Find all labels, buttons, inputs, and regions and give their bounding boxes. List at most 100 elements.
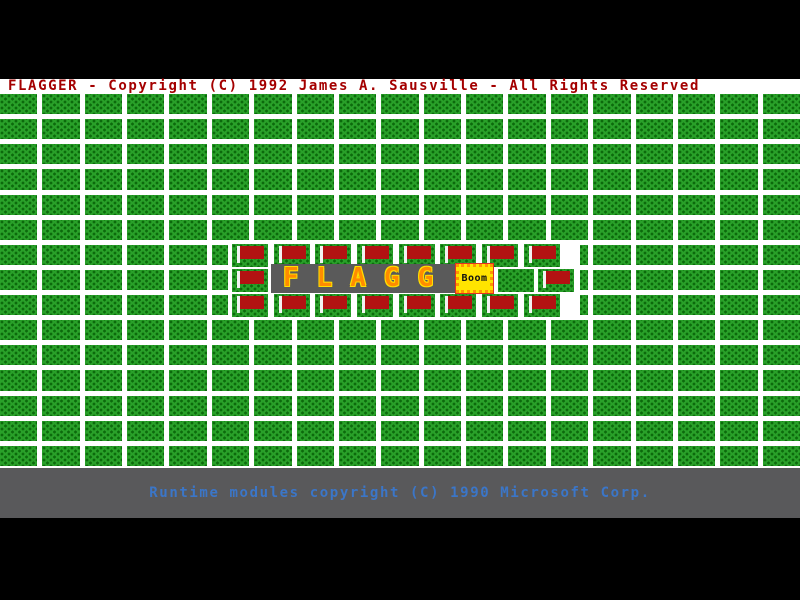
grid-tile[interactable]: [211, 395, 250, 416]
grid-tile[interactable]: [127, 295, 165, 316]
flagged-tile[interactable]: [274, 294, 310, 317]
grid-tile[interactable]: [593, 194, 631, 215]
grid-tile[interactable]: [338, 420, 377, 441]
grid-tile[interactable]: [42, 395, 80, 416]
grid-tile[interactable]: [423, 169, 462, 190]
grid-tile[interactable]: [508, 144, 546, 165]
grid-tile[interactable]: [635, 345, 673, 366]
grid-tile[interactable]: [508, 169, 546, 190]
grid-tile[interactable]: [466, 445, 504, 466]
grid-tile[interactable]: [720, 169, 758, 190]
grid-tile[interactable]: [550, 395, 589, 416]
grid-tile[interactable]: [296, 219, 334, 240]
grid-tile[interactable]: [127, 144, 165, 165]
grid-tile[interactable]: [296, 370, 334, 391]
grid-tile[interactable]: [169, 295, 207, 316]
grid-tile[interactable]: [338, 219, 377, 240]
grid-tile[interactable]: [508, 420, 546, 441]
grid-tile[interactable]: [677, 420, 716, 441]
grid-tile[interactable]: [762, 94, 800, 115]
grid-tile[interactable]: [127, 219, 165, 240]
grid-tile[interactable]: [338, 445, 377, 466]
grid-tile[interactable]: [42, 370, 80, 391]
grid-tile[interactable]: [550, 169, 589, 190]
grid-tile[interactable]: [423, 94, 462, 115]
grid-tile[interactable]: [42, 219, 80, 240]
grid-tile[interactable]: [169, 119, 207, 140]
grid-tile[interactable]: [677, 219, 716, 240]
grid-tile[interactable]: [677, 144, 716, 165]
grid-tile[interactable]: [593, 395, 631, 416]
grid-tile[interactable]: [762, 370, 800, 391]
grid-tile[interactable]: [466, 119, 504, 140]
grid-tile[interactable]: [635, 320, 673, 341]
grid-tile[interactable]: [338, 169, 377, 190]
grid-tile[interactable]: [254, 119, 292, 140]
grid-tile[interactable]: [762, 295, 800, 316]
grid-tile[interactable]: [127, 119, 165, 140]
grid-tile[interactable]: [677, 169, 716, 190]
grid-tile[interactable]: [296, 144, 334, 165]
grid-tile[interactable]: [0, 445, 38, 466]
grid-tile[interactable]: [254, 420, 292, 441]
grid-tile[interactable]: [42, 169, 80, 190]
grid-tile[interactable]: [169, 169, 207, 190]
grid-tile[interactable]: [211, 420, 250, 441]
flagged-tile[interactable]: [399, 294, 435, 317]
grid-tile[interactable]: [381, 194, 419, 215]
grid-tile[interactable]: [381, 119, 419, 140]
grid-tile[interactable]: [550, 420, 589, 441]
grid-tile[interactable]: [593, 295, 631, 316]
grid-tile[interactable]: [211, 320, 250, 341]
grid-tile[interactable]: [381, 169, 419, 190]
grid-tile[interactable]: [254, 395, 292, 416]
grid-tile[interactable]: [550, 370, 589, 391]
grid-tile[interactable]: [42, 445, 80, 466]
grid-tile[interactable]: [84, 119, 123, 140]
grid-tile[interactable]: [762, 345, 800, 366]
grid-tile[interactable]: [169, 144, 207, 165]
grid-tile[interactable]: [466, 370, 504, 391]
grid-tile[interactable]: [0, 395, 38, 416]
grid-tile[interactable]: [720, 244, 758, 265]
grid-tile[interactable]: [762, 320, 800, 341]
grid-tile[interactable]: [169, 194, 207, 215]
flagged-tile[interactable]: [232, 294, 268, 317]
grid-tile[interactable]: [720, 395, 758, 416]
grid-tile[interactable]: [169, 94, 207, 115]
grid-tile[interactable]: [296, 395, 334, 416]
grid-tile[interactable]: [211, 119, 250, 140]
grid-tile[interactable]: [550, 119, 589, 140]
grid-tile[interactable]: [593, 244, 631, 265]
grid-tile[interactable]: [677, 395, 716, 416]
grid-tile[interactable]: [0, 420, 38, 441]
grid-tile[interactable]: [677, 269, 716, 291]
grid-tile[interactable]: [423, 345, 462, 366]
grid-tile[interactable]: [423, 320, 462, 341]
flagged-tile[interactable]: [315, 294, 351, 317]
grid-tile[interactable]: [211, 194, 250, 215]
grid-tile[interactable]: [254, 345, 292, 366]
grid-tile[interactable]: [338, 345, 377, 366]
grid-tile[interactable]: [169, 320, 207, 341]
grid-tile[interactable]: [677, 370, 716, 391]
grid-tile[interactable]: [677, 244, 716, 265]
grid-tile[interactable]: [762, 169, 800, 190]
grid-tile[interactable]: [127, 169, 165, 190]
grid-tile[interactable]: [254, 219, 292, 240]
grid-tile[interactable]: [593, 94, 631, 115]
grid-tile[interactable]: [84, 445, 123, 466]
grid-tile[interactable]: [762, 395, 800, 416]
grid-tile[interactable]: [169, 345, 207, 366]
grid-tile[interactable]: [466, 144, 504, 165]
grid-tile[interactable]: [0, 144, 38, 165]
grid-tile[interactable]: [84, 94, 123, 115]
grid-tile[interactable]: [593, 320, 631, 341]
grid-tile[interactable]: [211, 219, 250, 240]
grid-tile[interactable]: [762, 194, 800, 215]
grid-tile[interactable]: [0, 345, 38, 366]
grid-tile[interactable]: [169, 445, 207, 466]
flagged-tile[interactable]: [524, 294, 560, 317]
grid-tile[interactable]: [127, 345, 165, 366]
grid-tile[interactable]: [127, 94, 165, 115]
